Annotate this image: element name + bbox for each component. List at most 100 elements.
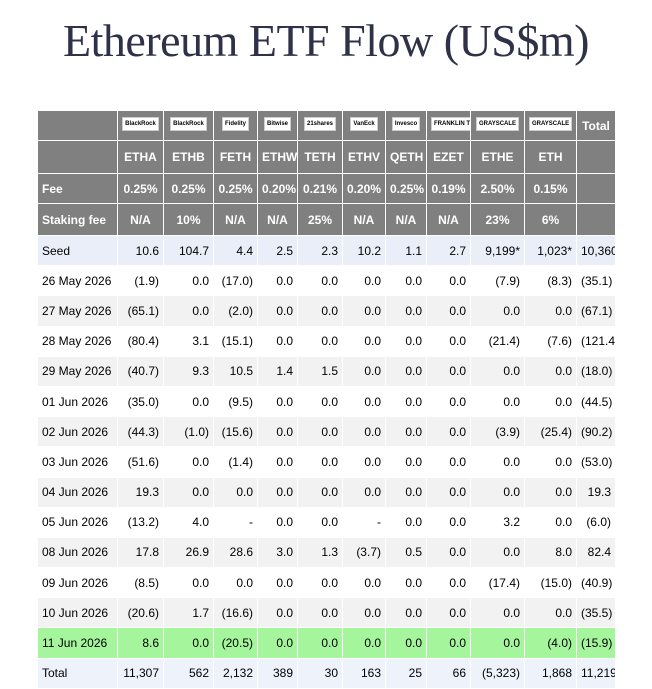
flow-value: 0.0 <box>342 385 386 418</box>
flow-value: 0.0 <box>385 325 427 357</box>
flow-value: 0.0 <box>257 295 298 327</box>
flow-value: 19.3 <box>576 476 616 508</box>
flow-value: (2.0) <box>213 295 258 327</box>
flow-row: 10 Jun 2026 (20.6) 1.7 (16.6) 0.0 0.0 0.0 0.0 0.… <box>37 597 616 629</box>
logo-cell: Fidelity <box>213 110 258 141</box>
info-value: 0.20% <box>342 173 386 204</box>
flow-value: 0.0 <box>297 446 343 478</box>
row-label: Total <box>37 657 118 689</box>
flow-value: (35.0) <box>117 385 164 418</box>
flow-value: (18.0) <box>576 355 616 387</box>
corner-cell <box>37 110 118 141</box>
logo-cell: GRAYSCALE <box>470 110 525 141</box>
flow-row: 03 Jun 2026 (51.6) 0.0 (1.4) 0.0 0.0 0.0 0.0 0.0… <box>37 446 616 478</box>
logo-row: BlackRock BlackRock Fidelity Bitwise 21share… <box>37 110 616 141</box>
flow-value: 0.0 <box>426 416 471 448</box>
info-label: Staking fee <box>37 203 118 236</box>
logo-cell: GRAYSCALE <box>524 110 577 141</box>
flow-value: 0.0 <box>257 325 298 357</box>
flow-value: (16.6) <box>213 597 258 629</box>
row-label: 11 Jun 2026 <box>37 627 118 659</box>
info-value: 0.25% <box>163 173 214 204</box>
blank-cell <box>576 173 616 204</box>
flow-row: 09 Jun 2026 (8.5) 0.0 0.0 0.0 0.0 0.0 0.0 0.0 (17… <box>37 567 616 599</box>
flow-value: 4.4 <box>213 234 258 267</box>
flow-value: 0.0 <box>297 627 343 659</box>
row-label: 01 Jun 2026 <box>37 385 118 418</box>
flow-value: 0.0 <box>385 476 427 508</box>
flow-value: 0.0 <box>257 446 298 478</box>
flow-value: 26.9 <box>163 536 214 569</box>
row-label: 26 May 2026 <box>37 265 118 297</box>
flow-value: 0.0 <box>524 476 577 508</box>
flow-value: 0.0 <box>297 295 343 327</box>
etf-flow-table: BlackRock BlackRock Fidelity Bitwise 21share… <box>37 110 616 689</box>
flow-value: 0.0 <box>426 536 471 569</box>
flow-value: 0.0 <box>385 597 427 629</box>
issuer-logo: Fidelity <box>221 117 249 131</box>
info-value: N/A <box>213 203 258 236</box>
flow-value: 0.0 <box>524 506 577 538</box>
total-value: 11,219 <box>576 657 616 689</box>
flow-value: (1.0) <box>163 416 214 448</box>
flow-value: 0.0 <box>426 295 471 327</box>
ticker: ETHV <box>342 140 386 174</box>
flow-value: 0.0 <box>257 627 298 659</box>
flow-value: (6.0) <box>576 506 616 538</box>
total-value: 30 <box>297 657 343 689</box>
flow-value: 1.1 <box>385 234 427 267</box>
flow-row: 11 Jun 2026 8.6 0.0 (20.5) 0.0 0.0 0.0 0.0 0.0 0.… <box>37 627 616 659</box>
total-row: Total 11,307 562 2,132 389 30 163 25 66 (5,323) 1,… <box>37 657 616 689</box>
flow-value: 0.0 <box>163 627 214 659</box>
flow-value: 0.0 <box>297 567 343 599</box>
flow-value: 0.0 <box>426 627 471 659</box>
flow-row: 26 May 2026 (1.9) 0.0 (17.0) 0.0 0.0 0.0 0.0 0.0… <box>37 265 616 297</box>
flow-value: 2.7 <box>426 234 471 267</box>
flow-value: 0.0 <box>257 506 298 538</box>
flow-value: 9,199* <box>470 234 525 267</box>
row-label: 08 Jun 2026 <box>37 536 118 569</box>
issuer-logo: Invesco <box>391 117 421 131</box>
flow-value: 0.0 <box>163 295 214 327</box>
info-value: N/A <box>117 203 164 236</box>
flow-value: 0.0 <box>470 295 525 327</box>
flow-value: (53.0) <box>576 446 616 478</box>
flow-value: 0.0 <box>385 295 427 327</box>
page-title: Ethereum ETF Flow (US$m) <box>63 15 589 66</box>
flow-value: (13.2) <box>117 506 164 538</box>
flow-value: (44.5) <box>576 385 616 418</box>
flow-value: 0.0 <box>426 597 471 629</box>
flow-value: - <box>342 506 386 538</box>
issuer-logo: GRAYSCALE <box>529 117 573 131</box>
flow-value: 0.0 <box>163 385 214 418</box>
flow-value: (25.4) <box>524 416 577 448</box>
row-label: 09 Jun 2026 <box>37 567 118 599</box>
flow-value: 0.0 <box>426 385 471 418</box>
flow-value: 0.0 <box>342 416 386 448</box>
ticker: ETHB <box>163 140 214 174</box>
info-row: Staking fee N/A 10% N/A N/A 25% N/A N/A N/A 23% 6% <box>37 203 616 236</box>
blank-cell <box>576 140 616 174</box>
blank-cell <box>576 203 616 236</box>
issuer-logo: FRANKLIN TEMPLETON <box>431 117 470 131</box>
row-label: 29 May 2026 <box>37 355 118 387</box>
flow-value: 0.0 <box>470 536 525 569</box>
flow-row: 04 Jun 2026 19.3 0.0 0.0 0.0 0.0 0.0 0.0 0.0 0.0 0… <box>37 476 616 508</box>
flow-value: 0.0 <box>163 567 214 599</box>
flow-value: 1,023* <box>524 234 577 267</box>
flow-value: 0.0 <box>426 506 471 538</box>
issuer-logo: VanEck <box>350 117 378 131</box>
flow-row: 08 Jun 2026 17.8 26.9 28.6 3.0 1.3 (3.7) 0.5 0.0… <box>37 536 616 569</box>
flow-value: 0.0 <box>470 446 525 478</box>
info-value: 0.25% <box>213 173 258 204</box>
row-label: 28 May 2026 <box>37 325 118 357</box>
flow-value: (51.6) <box>117 446 164 478</box>
flow-value: 1.5 <box>297 355 343 387</box>
flow-value: (44.3) <box>117 416 164 448</box>
flow-value: 0.5 <box>385 536 427 569</box>
flow-value: (3.9) <box>470 416 525 448</box>
flow-row: 02 Jun 2026 (44.3) (1.0) (15.6) 0.0 0.0 0.0 0.0… <box>37 416 616 448</box>
row-label: 03 Jun 2026 <box>37 446 118 478</box>
flow-value: 1.3 <box>297 536 343 569</box>
flow-value: 0.0 <box>257 597 298 629</box>
